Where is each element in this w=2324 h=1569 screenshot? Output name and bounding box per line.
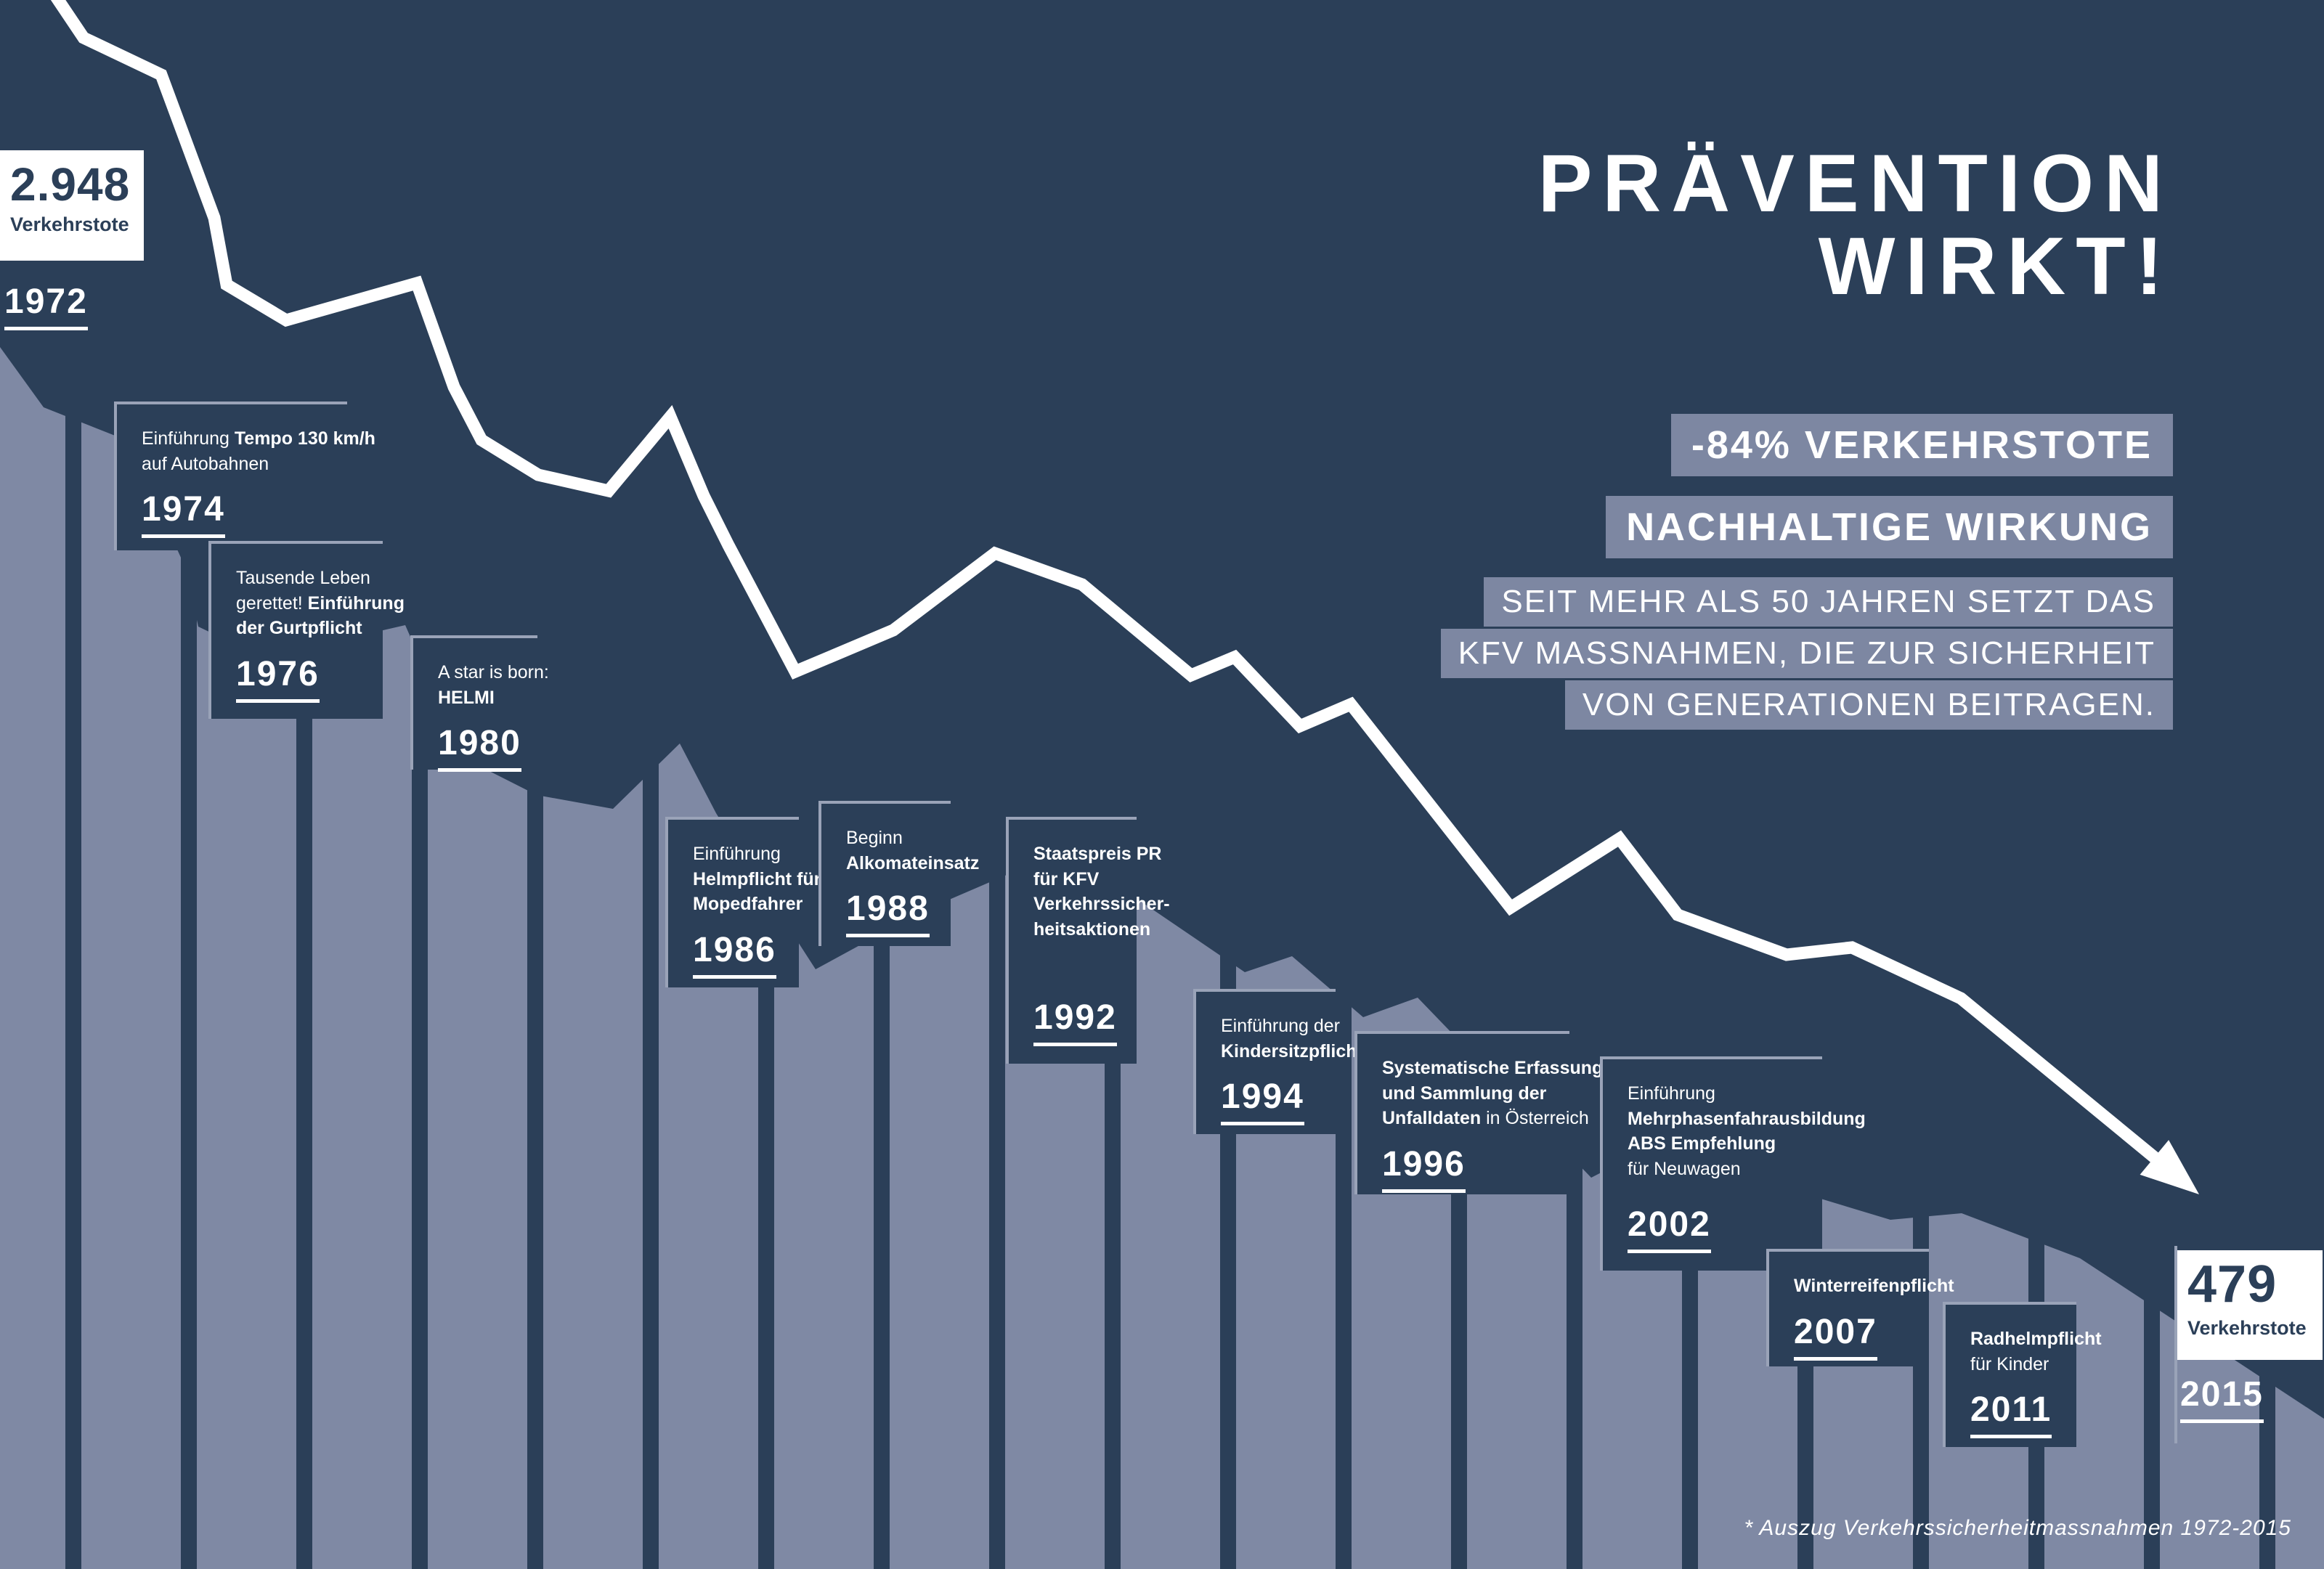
claim-line-1: SEIT MEHR ALS 50 JAHREN SETZT DAS <box>1484 577 2173 627</box>
end-stat-border <box>2174 1246 2177 1443</box>
start-value: 2.948 <box>10 158 131 211</box>
annotation-text: Winterreifenpflicht <box>1794 1276 1954 1296</box>
stat-highlight-pct: -84% VERKEHRSTOTE <box>1670 414 2173 476</box>
page-title-line2: WIRKT! <box>1818 221 2173 312</box>
end-stat-box: 479 Verkehrstote <box>2177 1250 2323 1360</box>
annotation-text: Radhelmpflicht für Kinder <box>1970 1329 2102 1374</box>
end-year: 2015 <box>2180 1374 2264 1423</box>
annotation-2007: Winterreifenpflicht 2007 <box>1766 1249 1954 1366</box>
annotation-year: 2002 <box>1628 1205 1711 1253</box>
claim-line-2: KFV MASSNAHMEN, DIE ZUR SICHERHEIT <box>1440 629 2173 678</box>
claim-line-3: VON GENERATIONEN BEITRAGEN. <box>1564 680 2173 730</box>
start-stat-box: 2.948 Verkehrstote <box>0 150 144 261</box>
annotation-2011: Radhelmpflicht für Kinder 2011 <box>1943 1302 2102 1447</box>
end-label: Verkehrstote <box>2187 1316 2307 1339</box>
page-title: PRÄVENTION WIRKT! <box>1538 142 2173 308</box>
start-year: 1972 <box>4 282 88 330</box>
annotation-year: 2007 <box>1794 1312 1877 1361</box>
stat-highlight-sub: NACHHALTIGE WIRKUNG <box>1606 496 2173 558</box>
footnote: * Auszug Verkehrssicherheitmassnahmen 19… <box>1744 1516 2291 1540</box>
end-value: 479 <box>2187 1255 2278 1313</box>
start-label: Verkehrstote <box>10 213 129 236</box>
annotation-year: 2011 <box>1970 1390 2052 1438</box>
page-title-line1: PRÄVENTION <box>1537 138 2173 229</box>
